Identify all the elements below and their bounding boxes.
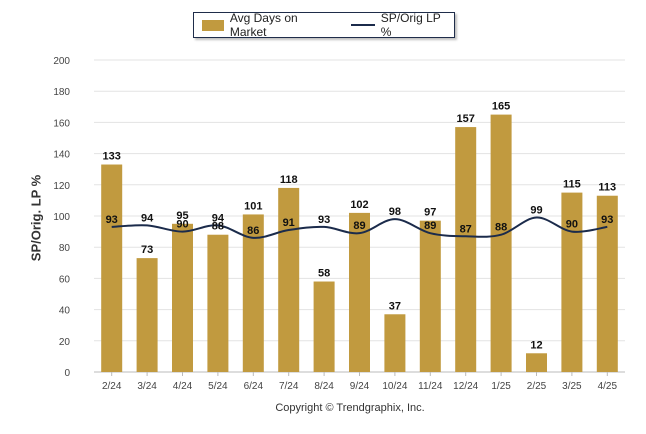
bar (455, 127, 477, 372)
line-value-label: 89 (353, 220, 365, 232)
line-value-label: 88 (495, 222, 507, 234)
legend-item-line: SP/Orig LP % (337, 11, 454, 39)
y-tick-label: 120 (53, 181, 70, 192)
bar-value-label: 95 (176, 210, 188, 222)
x-tick-label: 3/24 (137, 381, 157, 392)
bar (242, 214, 264, 372)
bar-value-label: 157 (457, 113, 475, 125)
line-value-label: 87 (460, 223, 472, 235)
bar (419, 220, 441, 372)
bar-value-label: 133 (103, 151, 121, 163)
bar-value-label: 102 (350, 199, 368, 211)
line-value-label: 86 (247, 225, 259, 237)
x-tick-label: 1/25 (491, 381, 511, 392)
bar (596, 195, 618, 372)
x-tick-label: 11/24 (418, 381, 443, 392)
line-series (111, 216, 608, 239)
legend-label-line: SP/Orig LP % (380, 11, 441, 39)
x-tick-label: 9/24 (350, 381, 370, 392)
bar (172, 223, 193, 372)
x-tick-label: 12/24 (453, 381, 478, 392)
line-value-label: 93 (318, 214, 330, 226)
copyright-text: Copyright © Trendgraphix, Inc. (275, 402, 425, 414)
bar-value-label: 37 (389, 300, 401, 312)
bar-value-label: 113 (598, 182, 616, 194)
bar (136, 258, 158, 372)
line-value-label: 91 (283, 217, 295, 229)
x-tick-label: 7/24 (279, 381, 299, 392)
bar-value-label: 12 (530, 339, 542, 351)
bar (561, 192, 583, 372)
line-value-label: 89 (424, 220, 436, 232)
line-value-label: 90 (176, 219, 188, 231)
x-tick-label: 4/24 (173, 381, 193, 392)
y-tick-label: 140 (53, 150, 70, 161)
x-tick-label: 4/25 (598, 381, 618, 392)
x-tick-label: 5/24 (208, 381, 228, 392)
bar-value-label: 165 (492, 101, 510, 113)
bar (526, 353, 547, 372)
x-tick-label: 3/25 (562, 381, 582, 392)
line-value-label: 98 (389, 206, 401, 218)
y-tick-label: 200 (53, 56, 70, 67)
x-tick-label: 8/24 (314, 381, 334, 392)
x-tick-label: 10/24 (382, 381, 407, 392)
y-tick-label: 80 (59, 243, 71, 254)
bar (349, 212, 370, 372)
bar (384, 314, 406, 372)
x-tick-label: 2/24 (102, 381, 122, 392)
line-value-label: 93 (601, 214, 613, 226)
y-tick-label: 180 (53, 87, 70, 98)
y-tick-label: 0 (64, 368, 70, 379)
bar (101, 164, 123, 372)
bar-value-label: 115 (563, 179, 581, 191)
line-value-label: 94 (212, 212, 225, 224)
y-tick-label: 60 (59, 274, 71, 285)
bar-value-label: 73 (141, 244, 153, 256)
y-tick-label: 40 (59, 306, 71, 317)
line-value-label: 99 (530, 205, 542, 217)
legend-label-bars: Avg Days on Market (229, 11, 298, 39)
bar (278, 187, 300, 372)
bar-value-label: 101 (244, 200, 262, 212)
y-tick-label: 160 (53, 118, 70, 129)
line-value-label: 90 (566, 219, 578, 231)
y-tick-label: 100 (53, 212, 70, 223)
line-value-label: 93 (106, 214, 118, 226)
bar (490, 114, 512, 372)
bar-value-label: 97 (424, 207, 436, 219)
y-tick-label: 20 (59, 337, 71, 348)
bar-value-label: 118 (280, 174, 298, 186)
x-tick-label: 6/24 (244, 381, 264, 392)
line-value-label: 94 (141, 212, 154, 224)
x-tick-label: 2/25 (527, 381, 547, 392)
legend: Avg Days on Market SP/Orig LP % (193, 11, 455, 39)
bar (313, 281, 335, 372)
bar (207, 234, 229, 372)
legend-line-swatch (350, 24, 375, 26)
bar-value-label: 58 (318, 268, 330, 280)
legend-item-bars: Avg Days on Market (194, 11, 337, 39)
legend-bar-swatch (202, 19, 224, 31)
bar-value-label: 88 (212, 221, 224, 233)
